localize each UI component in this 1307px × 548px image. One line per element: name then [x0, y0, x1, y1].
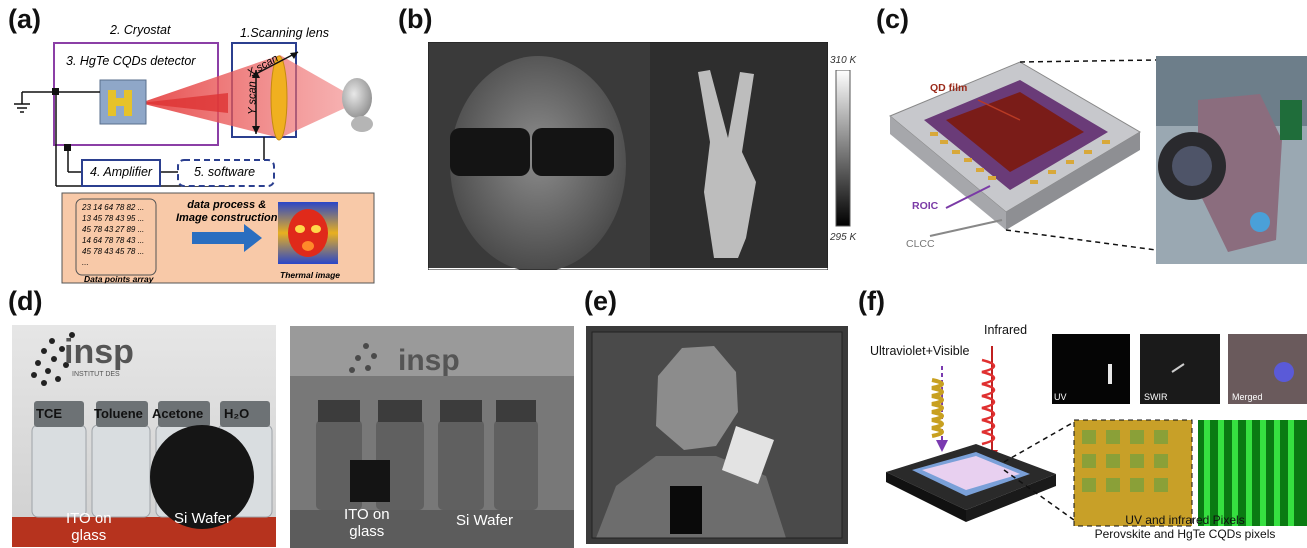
panel-label-f: (f): [858, 286, 885, 316]
panel-label-b: (b): [398, 4, 433, 34]
red-box: [12, 517, 276, 547]
thumb-merged: [1228, 334, 1307, 404]
bottle-label-acetone: Acetone: [152, 406, 204, 421]
bright-object: [722, 426, 774, 484]
detector-label: 3. HgTe CQDs detector: [66, 54, 196, 68]
detector-chip: [99, 79, 147, 125]
uv-arrow: [936, 440, 948, 452]
panel-e-ir-image: [586, 326, 848, 544]
panel-label-a: (a): [8, 4, 41, 34]
panel-b-thermal-images: [428, 42, 828, 270]
amplifier-label: 4. Amplifier: [90, 165, 153, 179]
qd-film-label: QD film: [930, 82, 968, 94]
thumb-uv: [1052, 334, 1130, 404]
lens: [270, 55, 288, 141]
infrared-label: Infrared: [984, 323, 1028, 337]
scanning-lens-label: 1.Scanning lens: [240, 26, 329, 40]
bottle-label-h2o: H₂O: [224, 406, 250, 421]
colorbar-max: 310 K: [830, 55, 857, 66]
panel-label-e: (e): [584, 286, 617, 316]
thumb-swir: [1140, 334, 1220, 404]
laser-beam: [140, 55, 345, 138]
panel-d-photo-ir: [290, 326, 574, 548]
panel-label-d: (d): [8, 286, 43, 316]
hand-peace-sign: [698, 70, 756, 258]
thumb-label-swir: SWIR: [1144, 392, 1168, 402]
colorbar: [835, 70, 851, 227]
bottle-label-toluene: Toluene: [94, 406, 143, 421]
qd-film: [946, 92, 1084, 172]
data-points-label: Data points array: [84, 274, 154, 284]
si-wafer-label-right: Si Wafer: [456, 512, 513, 529]
person-head: [656, 346, 738, 450]
cryostat-label: 2. Cryostat: [110, 23, 171, 37]
insp-logo-right: insp: [398, 344, 460, 377]
insp-logo-left: insp: [64, 333, 134, 371]
panel-c-chip: [889, 56, 1307, 264]
uv-visible-label: Ultraviolet+Visible: [870, 344, 970, 358]
clcc-label: CLCC: [906, 238, 935, 250]
head-icon: [342, 78, 372, 118]
ito-label-left: ITO on glass: [66, 510, 112, 544]
software-label: 5. software: [194, 165, 256, 179]
si-wafer: [150, 425, 254, 529]
y-scan-label: Y scan: [246, 81, 259, 115]
software-box: [177, 159, 275, 187]
process-arrow: [192, 224, 262, 252]
uv-wave: [931, 378, 944, 438]
roic-label: ROIC: [912, 200, 939, 212]
sunglasses-right: [532, 128, 614, 176]
colorbar-min: 295 K: [830, 232, 857, 243]
thermal-image-label: Thermal image: [280, 270, 340, 280]
amplifier-box: [81, 159, 161, 187]
panel-d-photo-color: [12, 325, 276, 547]
dark-object: [670, 486, 702, 534]
panel-label-c: (c): [876, 4, 909, 34]
bottle-label-tce: TCE: [36, 406, 62, 421]
panel-f-device: [886, 334, 1307, 527]
thumb-label-uv: UV: [1054, 392, 1067, 402]
ir-wave: [981, 358, 996, 446]
thumb-label-merged: Merged: [1232, 392, 1263, 402]
sunglasses-left: [450, 128, 530, 176]
insp-sub-left: INSTITUT DES: [72, 371, 120, 378]
ito-label-right: ITO on glass: [344, 506, 390, 540]
panel-f-caption: UV and infrared Pixels Perovskite and HgT…: [1094, 513, 1276, 541]
data-points-list: 23 14 64 78 82 ... 13 45 78 43 95 ... 45 7…: [82, 203, 145, 267]
panel-a-schematic: [14, 42, 375, 284]
data-process-label: data process & Image construction: [176, 199, 278, 224]
si-wafer-label-left: Si Wafer: [174, 510, 231, 527]
